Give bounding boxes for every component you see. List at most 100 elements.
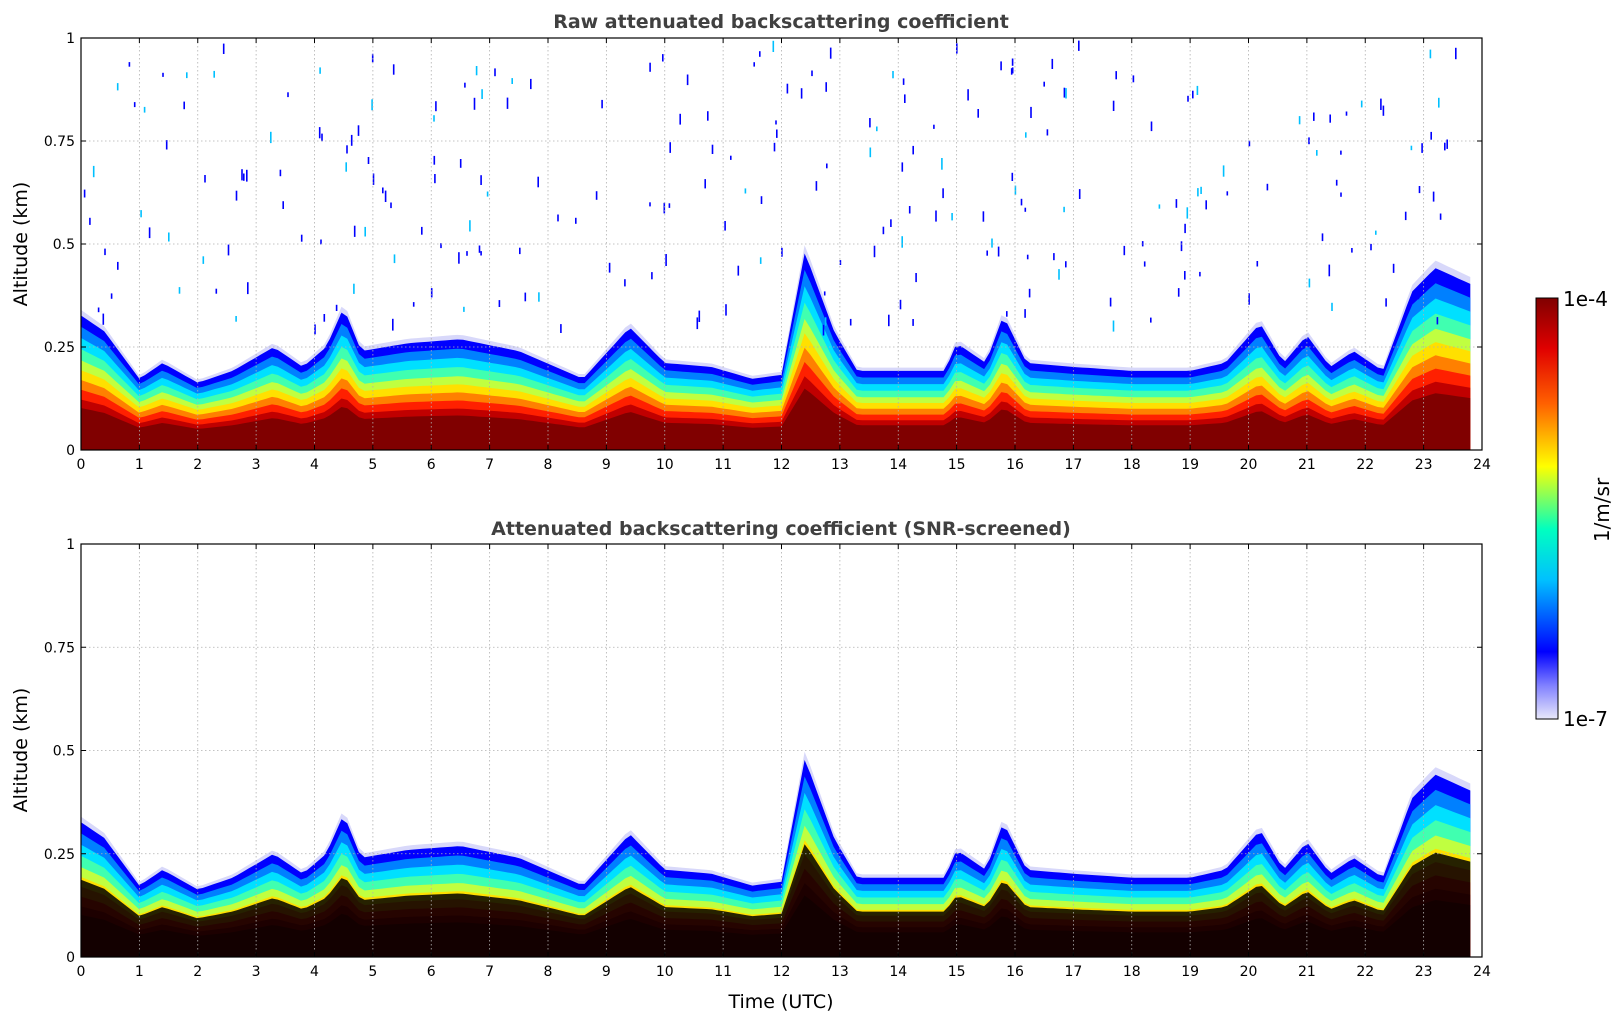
x-tick-label: 19 [1181, 964, 1199, 980]
x-tick-label: 18 [1123, 457, 1141, 473]
noise-speckle [1222, 165, 1225, 177]
x-tick-label: 7 [485, 457, 494, 473]
noise-speckle [876, 126, 878, 132]
noise-speckle [480, 251, 482, 256]
noise-speckle [1421, 143, 1423, 153]
noise-speckle [350, 134, 353, 146]
noise-speckle [982, 211, 985, 222]
noise-speckle [162, 72, 164, 77]
noise-speckle [183, 101, 185, 110]
x-tick-label: 20 [1240, 964, 1258, 980]
noise-speckle [649, 62, 651, 72]
noise-speckle [1199, 271, 1201, 277]
noise-speckle [480, 175, 482, 185]
noise-speckle [104, 248, 106, 256]
noise-speckle [935, 210, 937, 222]
noise-speckle [892, 71, 894, 79]
x-tick-label: 23 [1415, 964, 1433, 980]
noise-speckle [707, 111, 709, 121]
noise-speckle [434, 174, 436, 184]
noise-speckle [469, 220, 471, 232]
noise-speckle [235, 190, 238, 201]
noise-speckle [282, 201, 284, 209]
noise-speckle [1065, 88, 1067, 99]
noise-speckle [222, 43, 225, 54]
noise-speckle [314, 324, 316, 335]
noise-speckle [1392, 263, 1395, 273]
noise-speckle [243, 173, 245, 181]
noise-speckle [1266, 183, 1269, 191]
noise-speckle [1180, 241, 1183, 252]
noise-speckle [538, 292, 540, 302]
noise-speckle [1063, 87, 1066, 98]
x-tick-label: 15 [948, 964, 966, 980]
noise-speckle [1226, 191, 1229, 196]
noise-speckle [1078, 189, 1081, 199]
x-tick-label: 24 [1473, 964, 1491, 980]
noise-speckle [435, 101, 437, 112]
noise-speckle [904, 94, 906, 103]
noise-speckle [1065, 261, 1067, 268]
noise-speckle [575, 217, 577, 224]
noise-speckle [1020, 198, 1023, 206]
noise-speckle [902, 78, 905, 85]
y-tick-label: 0.75 [44, 640, 75, 656]
noise-speckle [367, 157, 370, 164]
noise-speckle [839, 260, 842, 265]
x-axis-label: Time (UTC) [727, 991, 833, 1013]
y-tick-label: 0.75 [44, 134, 75, 150]
noise-speckle [186, 72, 188, 79]
noise-speckle [178, 287, 181, 294]
noise-speckle [773, 142, 776, 152]
noise-speckle [1340, 192, 1342, 197]
noise-speckle [825, 82, 827, 92]
noise-speckle [384, 190, 387, 202]
noise-speckle [649, 202, 651, 207]
noise-speckle [140, 210, 142, 218]
y-tick-labels: 0 0.25 0.5 0.75 1 [44, 537, 1482, 966]
x-tick-label: 3 [252, 964, 261, 980]
x-tick-label: 10 [656, 964, 674, 980]
noise-speckle [1380, 98, 1382, 110]
noise-speckle [829, 47, 832, 59]
noise-speckle [557, 214, 559, 222]
noise-speckle [117, 261, 119, 270]
noise-speckle [1192, 90, 1194, 99]
noise-speckle [882, 226, 885, 235]
noise-speckle [335, 304, 338, 311]
noise-speckle [204, 175, 206, 183]
noise-speckle [102, 313, 105, 325]
noise-speckle [781, 247, 783, 257]
noise-speckle [1143, 261, 1146, 267]
noise-speckle [128, 62, 131, 67]
noise-speckle [665, 254, 667, 266]
noise-speckle [498, 300, 501, 307]
noise-speckle [849, 318, 852, 326]
noise-speckle [270, 131, 272, 144]
noise-speckle [1187, 95, 1189, 102]
noise-speckle [826, 163, 828, 169]
noise-speckle [1011, 67, 1014, 74]
noise-speckle [901, 236, 903, 248]
x-tick-label: 11 [714, 457, 732, 473]
x-tick-label: 18 [1123, 964, 1141, 980]
noise-speckle [651, 272, 653, 280]
x-tick-label: 15 [948, 457, 966, 473]
noise-speckle [912, 319, 914, 326]
chart-title: Attenuated backscattering coefficient (S… [491, 518, 1071, 540]
x-tick-label: 1 [135, 457, 144, 473]
noise-speckle [942, 188, 944, 199]
noise-speckle [1200, 186, 1202, 194]
noise-speckle [1248, 293, 1250, 305]
x-tick-label: 11 [714, 964, 732, 980]
noise-speckle [663, 202, 666, 214]
x-tick-label: 16 [1006, 964, 1024, 980]
noise-speckle [241, 169, 243, 181]
noise-speckle [340, 314, 342, 321]
x-tick-label: 2 [193, 964, 202, 980]
y-tick-labels: 0 0.25 0.5 0.75 1 [44, 31, 1482, 459]
noise-speckle [800, 88, 803, 99]
noise-speckle [1024, 207, 1027, 212]
noise-speckle [1141, 241, 1144, 247]
heatmap-layer [81, 40, 1471, 450]
